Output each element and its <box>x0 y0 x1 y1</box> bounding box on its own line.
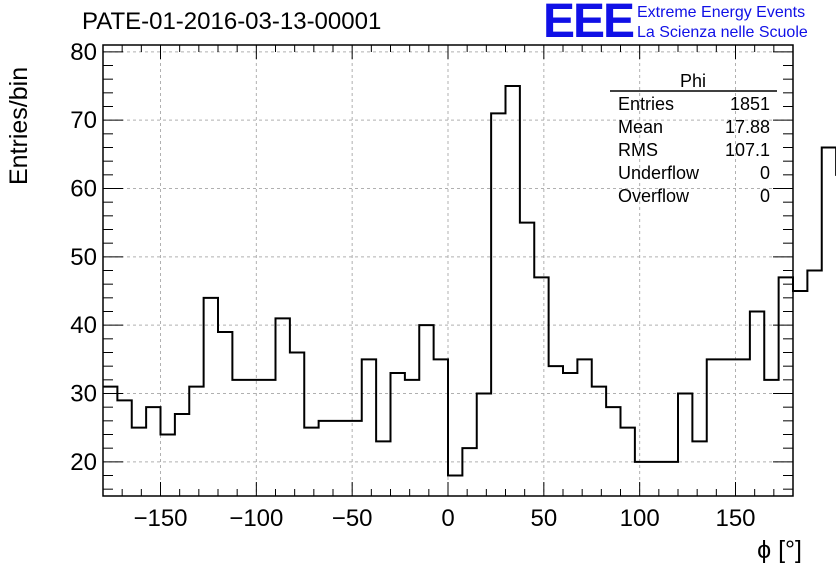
stats-label: Underflow <box>618 163 700 183</box>
y-axis-label: Entries/bin <box>5 66 33 185</box>
x-tick-label: −100 <box>229 505 283 532</box>
stats-value: 107.1 <box>725 140 770 160</box>
tick-labels: −150 −100 −50 0 50 100 150 20 30 40 50 60 70 80 <box>70 39 755 532</box>
stats-value: 0 <box>760 163 770 183</box>
x-tick-label: 150 <box>715 505 755 532</box>
x-tick-label: 0 <box>441 505 454 532</box>
y-tick-label: 20 <box>70 449 97 476</box>
eee-logo: EEE <box>543 0 635 48</box>
x-tick-label: 100 <box>620 505 660 532</box>
stats-label: RMS <box>618 140 658 160</box>
y-tick-label: 50 <box>70 244 97 271</box>
x-tick-label: 50 <box>530 505 557 532</box>
x-tick-label: −150 <box>133 505 187 532</box>
stats-box: Phi Entries 1851 Mean 17.88 RMS 107.1 Underflow… <box>610 71 777 206</box>
stats-title: Phi <box>680 71 706 91</box>
logo-line-1: Extreme Energy Events <box>637 4 806 21</box>
logo-line-2: La Scienza nelle Scuole <box>637 24 808 41</box>
x-axis-label: ϕ [°] <box>757 536 802 564</box>
stats-value: 0 <box>760 186 770 206</box>
y-tick-label: 70 <box>70 107 97 134</box>
histogram-series <box>103 85 836 477</box>
plot-title: PATE-01-2016-03-13-00001 <box>82 8 382 35</box>
axis-ticks <box>102 45 794 496</box>
y-tick-label: 80 <box>70 39 97 66</box>
stats-label: Mean <box>618 117 663 137</box>
histogram-line <box>103 85 836 477</box>
y-tick-label: 40 <box>70 312 97 339</box>
x-tick-label: −50 <box>332 505 373 532</box>
stats-value: 1851 <box>730 94 770 114</box>
stats-value: 17.88 <box>725 117 770 137</box>
y-tick-label: 30 <box>70 381 97 408</box>
y-tick-label: 60 <box>70 176 97 203</box>
stats-label: Overflow <box>618 186 690 206</box>
stats-label: Entries <box>618 94 674 114</box>
